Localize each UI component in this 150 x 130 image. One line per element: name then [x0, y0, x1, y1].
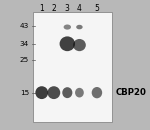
Ellipse shape	[35, 86, 48, 99]
Text: 25: 25	[20, 57, 29, 63]
Text: 5: 5	[94, 4, 99, 13]
FancyBboxPatch shape	[33, 12, 112, 122]
Ellipse shape	[73, 39, 86, 51]
Text: 15: 15	[20, 90, 29, 96]
Text: 3: 3	[65, 4, 70, 13]
Ellipse shape	[92, 87, 102, 98]
Text: 4: 4	[77, 4, 82, 13]
Text: 1: 1	[39, 4, 44, 13]
Text: 34: 34	[20, 41, 29, 47]
Text: 43: 43	[20, 23, 29, 29]
Ellipse shape	[47, 86, 60, 99]
Text: CBP20: CBP20	[116, 88, 147, 97]
Ellipse shape	[75, 88, 84, 98]
Ellipse shape	[76, 25, 83, 29]
Ellipse shape	[60, 36, 75, 51]
Ellipse shape	[62, 87, 72, 98]
Ellipse shape	[64, 24, 71, 30]
Text: 2: 2	[51, 4, 56, 13]
